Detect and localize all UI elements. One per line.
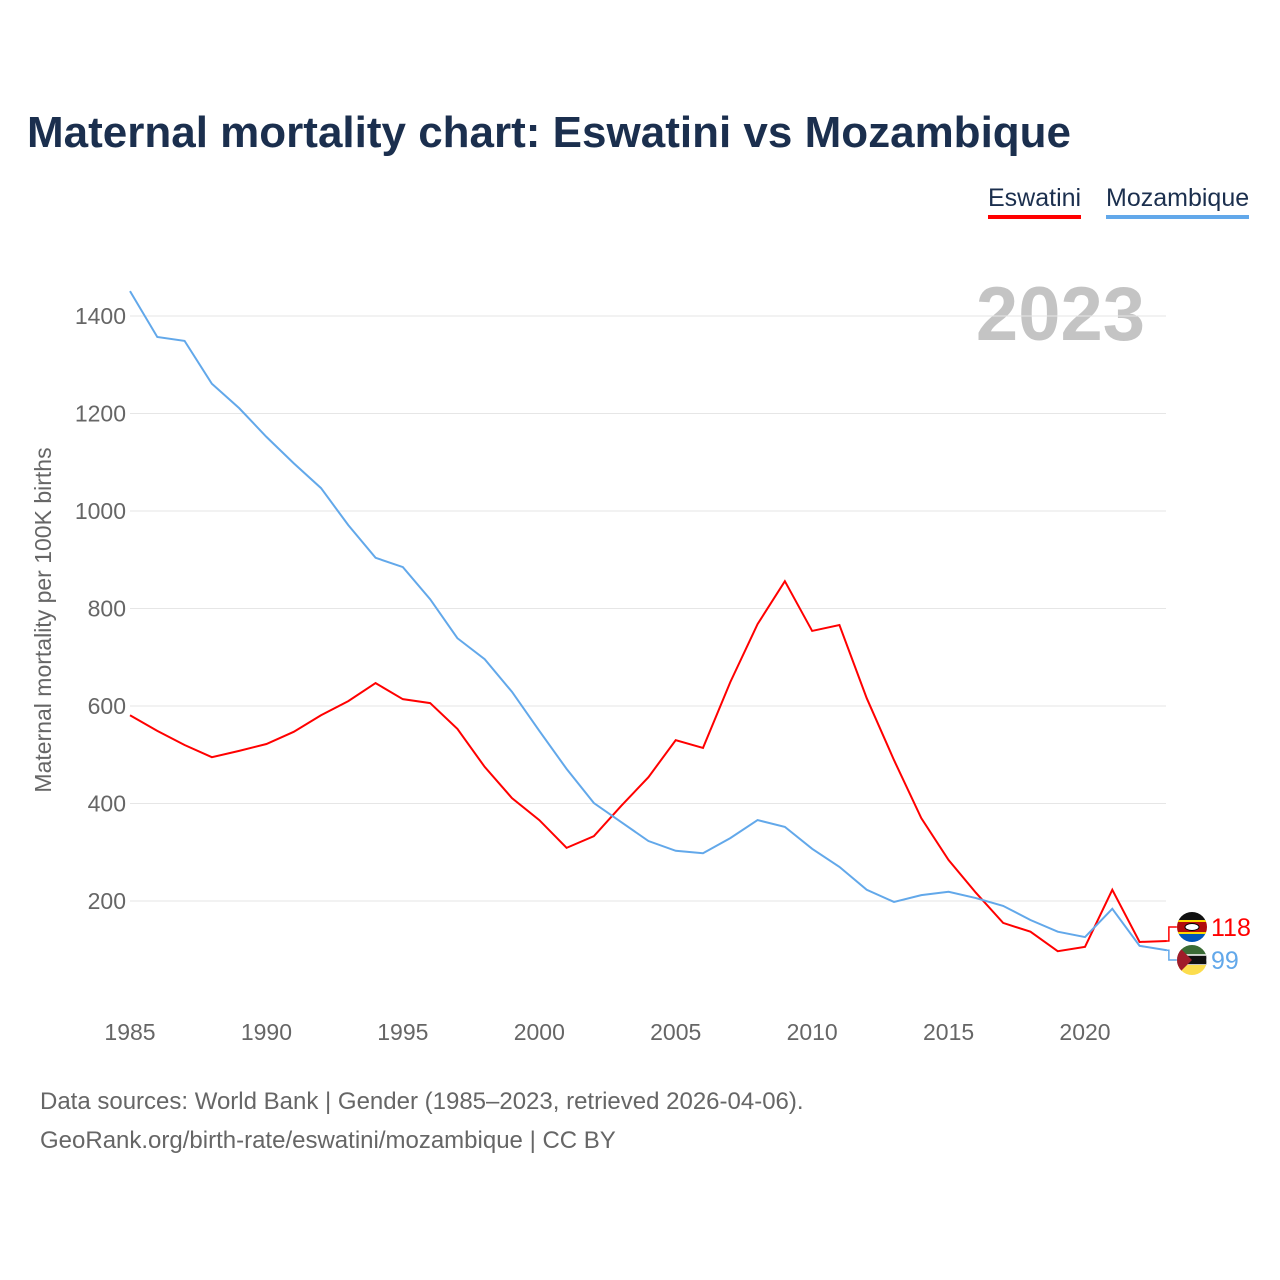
eswatini-flag-icon: [1177, 912, 1207, 942]
footer-sources: Data sources: World Bank | Gender (1985–…: [40, 1088, 804, 1115]
x-tick-label: 2015: [923, 1019, 974, 1045]
series-line-mozambique: [129, 290, 1168, 952]
y-tick-label: 1200: [75, 401, 126, 427]
x-tick-label: 1995: [377, 1019, 428, 1045]
series-line-eswatini: [129, 579, 1167, 953]
end-connector: [1166, 926, 1177, 942]
x-tick-label: 1990: [241, 1019, 292, 1045]
mozambique-flag-icon: [1177, 945, 1207, 975]
x-tick-label: 1985: [104, 1019, 155, 1045]
year-watermark: 2023: [976, 272, 1145, 357]
y-tick-label: 1000: [75, 498, 126, 524]
y-tick-label: 400: [88, 791, 126, 817]
y-axis-label: Maternal mortality per 100K births: [30, 447, 56, 792]
y-tick-label: 200: [88, 888, 126, 914]
end-connector: [1166, 949, 1177, 961]
y-tick-label: 600: [88, 693, 126, 719]
y-tick-label: 800: [88, 596, 126, 622]
x-tick-label: 2005: [650, 1019, 701, 1045]
x-tick-label: 2010: [787, 1019, 838, 1045]
legend-eswatini[interactable]: Eswatini: [988, 184, 1082, 219]
chart-title: Maternal mortality chart: Eswatini vs Mo…: [27, 108, 1072, 157]
x-tick-label: 2000: [514, 1019, 565, 1045]
end-value-label: 118: [1211, 914, 1251, 942]
x-tick-label: 2020: [1059, 1019, 1110, 1045]
y-tick-label: 1400: [75, 303, 126, 329]
legend-mozambique[interactable]: Mozambique: [1106, 184, 1250, 219]
footer-link[interactable]: GeoRank.org/birth-rate/eswatini/mozambiq…: [40, 1127, 616, 1154]
end-value-label: 99: [1211, 947, 1239, 975]
